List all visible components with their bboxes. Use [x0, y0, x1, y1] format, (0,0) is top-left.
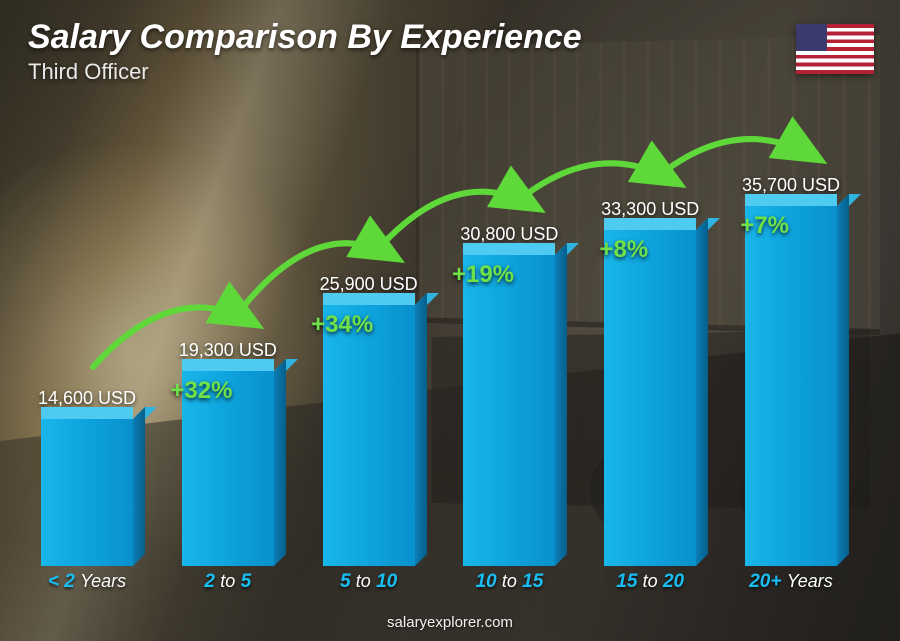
bar	[604, 230, 696, 566]
x-axis-label: 2 to 5	[169, 571, 287, 601]
footer-source: salaryexplorer.com	[0, 614, 900, 631]
bar-top-face	[745, 194, 837, 206]
bar	[41, 419, 133, 566]
bar	[745, 206, 837, 566]
x-axis-label: 15 to 20	[591, 571, 709, 601]
bar-top-face	[323, 293, 415, 305]
bar-value-label: 14,600 USD	[38, 388, 136, 409]
bar-slot: 30,800 USD	[450, 100, 568, 566]
bar-front-face	[745, 206, 837, 566]
bar	[463, 255, 555, 566]
bar-value-label: 19,300 USD	[179, 340, 277, 361]
bar-slot: 14,600 USD	[28, 100, 146, 566]
x-axis-label: < 2 Years	[28, 571, 146, 601]
bar-value-label: 25,900 USD	[320, 274, 418, 295]
x-axis-labels: < 2 Years 2 to 5 5 to 10 10 to 15 15 to 20 20…	[28, 571, 850, 601]
bar-slot: 33,300 USD	[591, 100, 709, 566]
bar-slot: 25,900 USD	[310, 100, 428, 566]
bar-chart: 14,600 USD 19,300 USD 25,900 USD 30,800 USD…	[28, 100, 850, 566]
bar-top-face	[463, 243, 555, 255]
flag-canton	[796, 24, 827, 51]
bar	[182, 371, 274, 566]
header: Salary Comparison By Experience Third Of…	[28, 18, 780, 85]
bar-front-face	[182, 371, 274, 566]
bar-top-face	[604, 218, 696, 230]
bars-row: 14,600 USD 19,300 USD 25,900 USD 30,800 USD…	[28, 100, 850, 566]
bar-value-label: 30,800 USD	[460, 224, 558, 245]
bar-slot: 35,700 USD	[732, 100, 850, 566]
bar-front-face	[323, 305, 415, 566]
x-axis-label: 5 to 10	[310, 571, 428, 601]
bar-slot: 19,300 USD	[169, 100, 287, 566]
bar-value-label: 33,300 USD	[601, 199, 699, 220]
x-axis-label: 10 to 15	[450, 571, 568, 601]
page-title: Salary Comparison By Experience	[28, 18, 780, 57]
bar-front-face	[41, 419, 133, 566]
bar	[323, 305, 415, 566]
bar-top-face	[182, 359, 274, 371]
country-flag-us	[796, 24, 874, 74]
bar-top-face	[41, 407, 133, 419]
bar-front-face	[463, 255, 555, 566]
x-axis-label: 20+ Years	[732, 571, 850, 601]
page-subtitle: Third Officer	[28, 59, 780, 85]
bar-value-label: 35,700 USD	[742, 175, 840, 196]
bar-front-face	[604, 230, 696, 566]
